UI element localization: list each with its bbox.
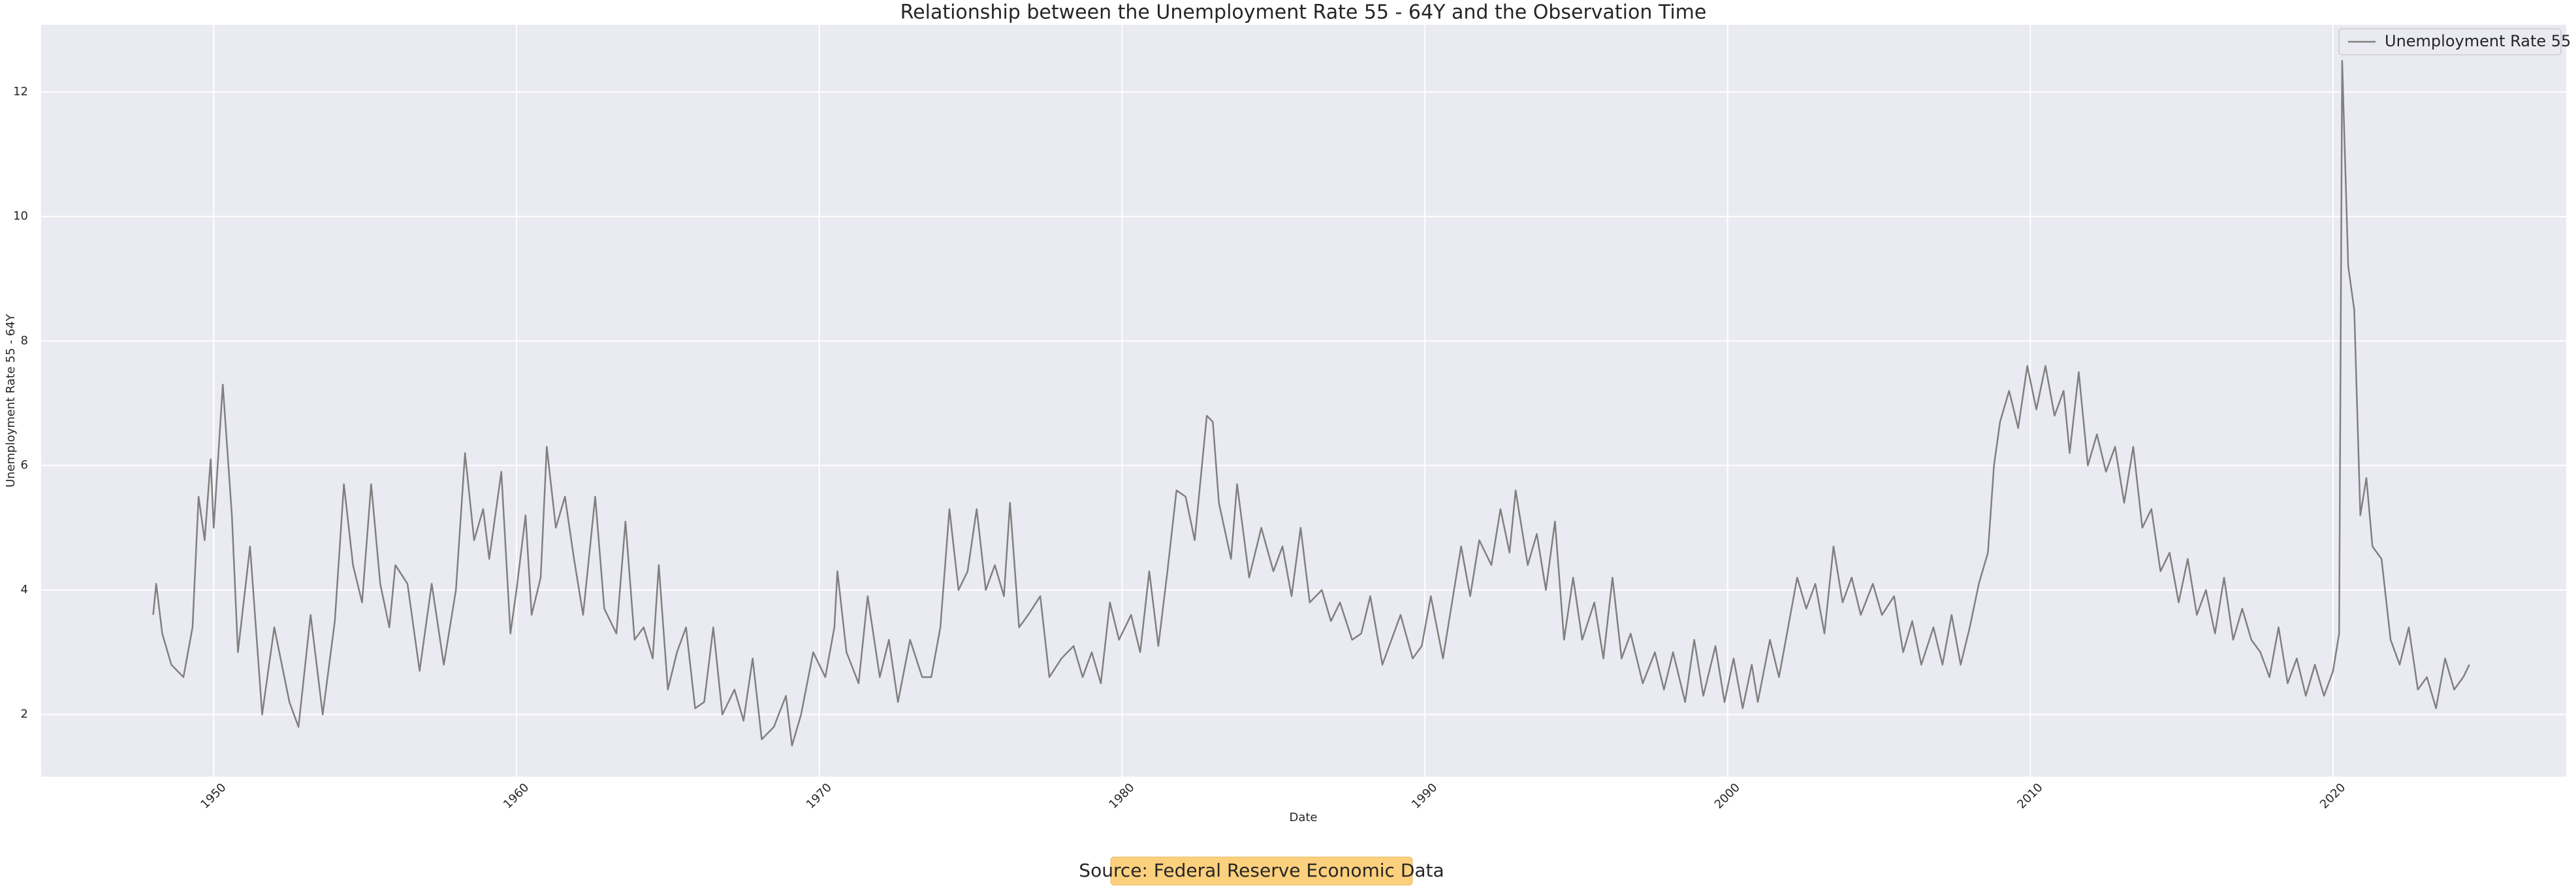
data-line [152, 60, 2470, 747]
y-tick-label: 2 [21, 708, 28, 721]
y-tick-label: 10 [13, 210, 28, 223]
grid [41, 25, 2566, 777]
x-tick-label: 2020 [2317, 781, 2348, 811]
x-tick-label: 1970 [804, 781, 835, 811]
plot-area [41, 25, 2566, 777]
legend-box [2338, 28, 2562, 55]
source-annotation: Source: Federal Reserve Economic Data [1079, 860, 1444, 881]
y-axis-label: Unemployment Rate 55 - 64Y [4, 313, 18, 488]
x-tick-label: 1980 [1106, 781, 1137, 811]
y-tick-label: 8 [21, 334, 28, 347]
x-tick-label: 1950 [198, 781, 229, 811]
legend-label: Unemployment Rate 55 - 64Y [2385, 32, 2576, 50]
source-box [1110, 856, 1413, 886]
y-tick-label: 4 [21, 583, 28, 597]
chart-title: Relationship between the Unemployment Ra… [900, 1, 1707, 24]
y-tick-label: 6 [21, 458, 28, 472]
x-tick-label: 1990 [1409, 781, 1440, 811]
x-tick-label: 2000 [1712, 781, 1743, 811]
x-axis-label: Date [1289, 811, 1317, 824]
x-tick-label: 2010 [2014, 781, 2045, 811]
y-tick-label: 12 [13, 85, 28, 99]
x-tick-label: 1960 [501, 781, 532, 811]
